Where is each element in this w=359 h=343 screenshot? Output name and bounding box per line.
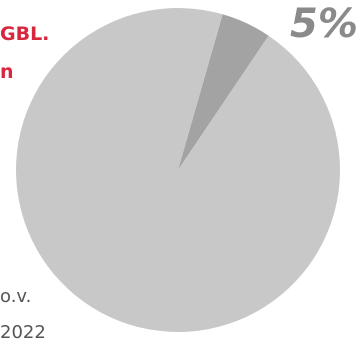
title-fragment: GBL.	[0, 23, 50, 45]
pie-slice-0	[178, 14, 269, 171]
slice-percent-label: 5%	[290, 1, 358, 47]
source-note-line1: o.v.	[0, 286, 32, 307]
title-fragment-line2: n	[0, 61, 14, 83]
pie-slice-1	[16, 8, 341, 333]
source-note-line2: 2022	[0, 322, 46, 343]
